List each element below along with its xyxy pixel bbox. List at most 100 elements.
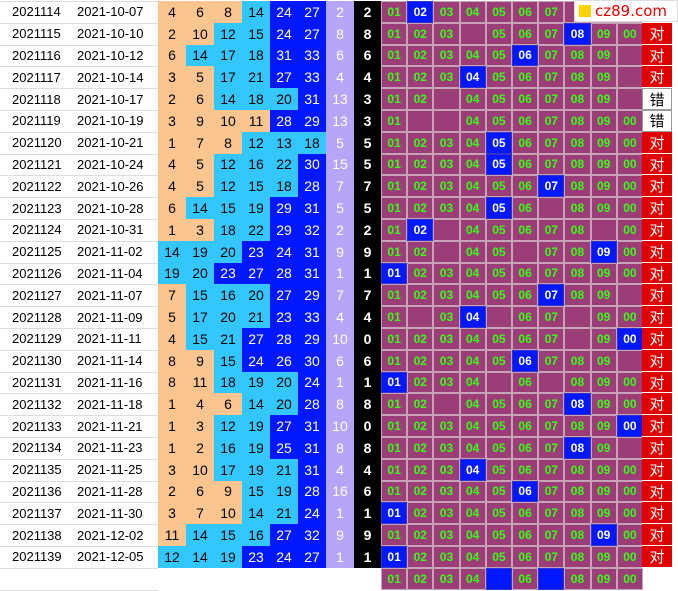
distribution-cell: 00 [616, 415, 643, 437]
red-ball-number: 4 [158, 328, 186, 350]
distribution-cell: 01 [381, 262, 408, 285]
sum-tail: 5 [354, 153, 381, 176]
red-ball-number: 12 [214, 153, 242, 176]
distribution-cell: 02 [407, 546, 434, 568]
sum-value: 1 [326, 371, 354, 394]
distribution-cell: 06 [512, 88, 539, 110]
result-mark: 对 [642, 175, 672, 198]
distribution-cell [407, 306, 434, 328]
distribution-cell: 03 [433, 66, 460, 89]
distribution-cell [433, 88, 460, 110]
sum-tail: 5 [354, 197, 381, 219]
red-ball-number: 6 [214, 393, 242, 416]
distribution-cell [485, 567, 512, 590]
distribution-cell: 03 [433, 175, 460, 198]
red-ball-number: 31 [298, 240, 326, 263]
red-ball-number: 10 [186, 458, 214, 481]
distribution-cell: 06 [512, 328, 539, 350]
issue-number: 2021116 [0, 44, 73, 67]
distribution-cell: 00 [616, 131, 643, 154]
distribution-cell: 08 [564, 393, 591, 416]
red-ball-number: 6 [158, 197, 186, 219]
result-mark: 对 [642, 131, 672, 154]
issue-number: 2021125 [0, 240, 73, 263]
watermark-logo: cz89.com [574, 0, 678, 22]
red-ball-number: 6 [186, 88, 214, 110]
issue-number: 2021129 [0, 328, 73, 350]
distribution-cell: 08 [564, 197, 591, 219]
issue-number: 2021128 [0, 306, 73, 328]
sum-tail: 7 [354, 284, 381, 307]
distribution-cell: 01 [381, 240, 408, 263]
distribution-cell: 08 [564, 219, 591, 241]
red-ball-number: 15 [214, 197, 242, 219]
distribution-cell: 02 [407, 393, 434, 416]
red-ball-number: 4 [158, 1, 186, 23]
red-ball-number: 12 [242, 131, 270, 154]
sum-value: 6 [326, 44, 354, 67]
distribution-cell: 06 [512, 306, 539, 328]
distribution-cell: 08 [564, 88, 591, 110]
grid-line [0, 1, 158, 2]
result-mark: 对 [642, 66, 672, 89]
distribution-cell: 07 [538, 437, 565, 459]
result-mark: 对 [642, 284, 672, 307]
distribution-cell: 08 [564, 546, 591, 568]
distribution-cell: 06 [512, 22, 539, 45]
distribution-cell: 05 [485, 219, 512, 241]
distribution-cell [590, 219, 617, 241]
distribution-cell [433, 393, 460, 416]
distribution-cell: 09 [590, 284, 617, 307]
distribution-cell: 03 [433, 567, 460, 590]
distribution-cell: 02 [407, 22, 434, 45]
grid-line [0, 524, 158, 526]
distribution-cell: 06 [512, 458, 539, 481]
grid-line [0, 88, 158, 90]
red-ball-number: 14 [158, 240, 186, 263]
issue-number: 2021127 [0, 284, 73, 307]
grid-line [0, 262, 158, 264]
sum-value: 8 [326, 437, 354, 459]
red-ball-number: 4 [158, 175, 186, 198]
issue-number: 2021118 [0, 88, 73, 110]
distribution-cell: 07 [538, 110, 565, 132]
sum-value: 1 [326, 502, 354, 525]
red-ball-number: 12 [214, 415, 242, 437]
red-ball-number: 28 [298, 393, 326, 416]
grid-line [0, 153, 158, 155]
distribution-cell: 00 [616, 371, 643, 394]
grid-line [0, 284, 158, 286]
sum-tail: 6 [354, 44, 381, 67]
sum-value: 1 [326, 546, 354, 568]
sum-tail: 3 [354, 88, 381, 110]
red-ball-number: 31 [298, 415, 326, 437]
distribution-cell [459, 22, 486, 45]
sum-tail: 8 [354, 393, 381, 416]
red-ball-number: 4 [158, 153, 186, 176]
red-ball-number: 33 [298, 44, 326, 67]
draw-date: 2021-11-18 [73, 393, 158, 416]
red-ball-number: 14 [186, 524, 214, 546]
red-ball-number: 19 [242, 437, 270, 459]
distribution-cell [564, 306, 591, 328]
draw-date: 2021-10-21 [73, 131, 158, 154]
distribution-cell: 01 [381, 349, 408, 372]
issue-number: 2021133 [0, 415, 73, 437]
red-ball-number: 24 [270, 1, 298, 23]
grid-line [0, 66, 158, 68]
distribution-cell: 06 [512, 437, 539, 459]
distribution-cell: 04 [459, 153, 486, 176]
distribution-cell [564, 328, 591, 350]
distribution-cell: 06 [512, 1, 539, 23]
red-ball-number: 20 [214, 306, 242, 328]
sum-tail: 4 [354, 306, 381, 328]
grid-line [0, 22, 158, 24]
red-ball-number: 21 [270, 502, 298, 525]
distribution-cell: 09 [590, 502, 617, 525]
distribution-cell: 06 [512, 175, 539, 198]
result-mark: 对 [642, 524, 672, 546]
red-ball-number: 29 [270, 219, 298, 241]
distribution-cell: 09 [590, 66, 617, 89]
sum-tail: 1 [354, 262, 381, 285]
sum-value: 7 [326, 175, 354, 198]
